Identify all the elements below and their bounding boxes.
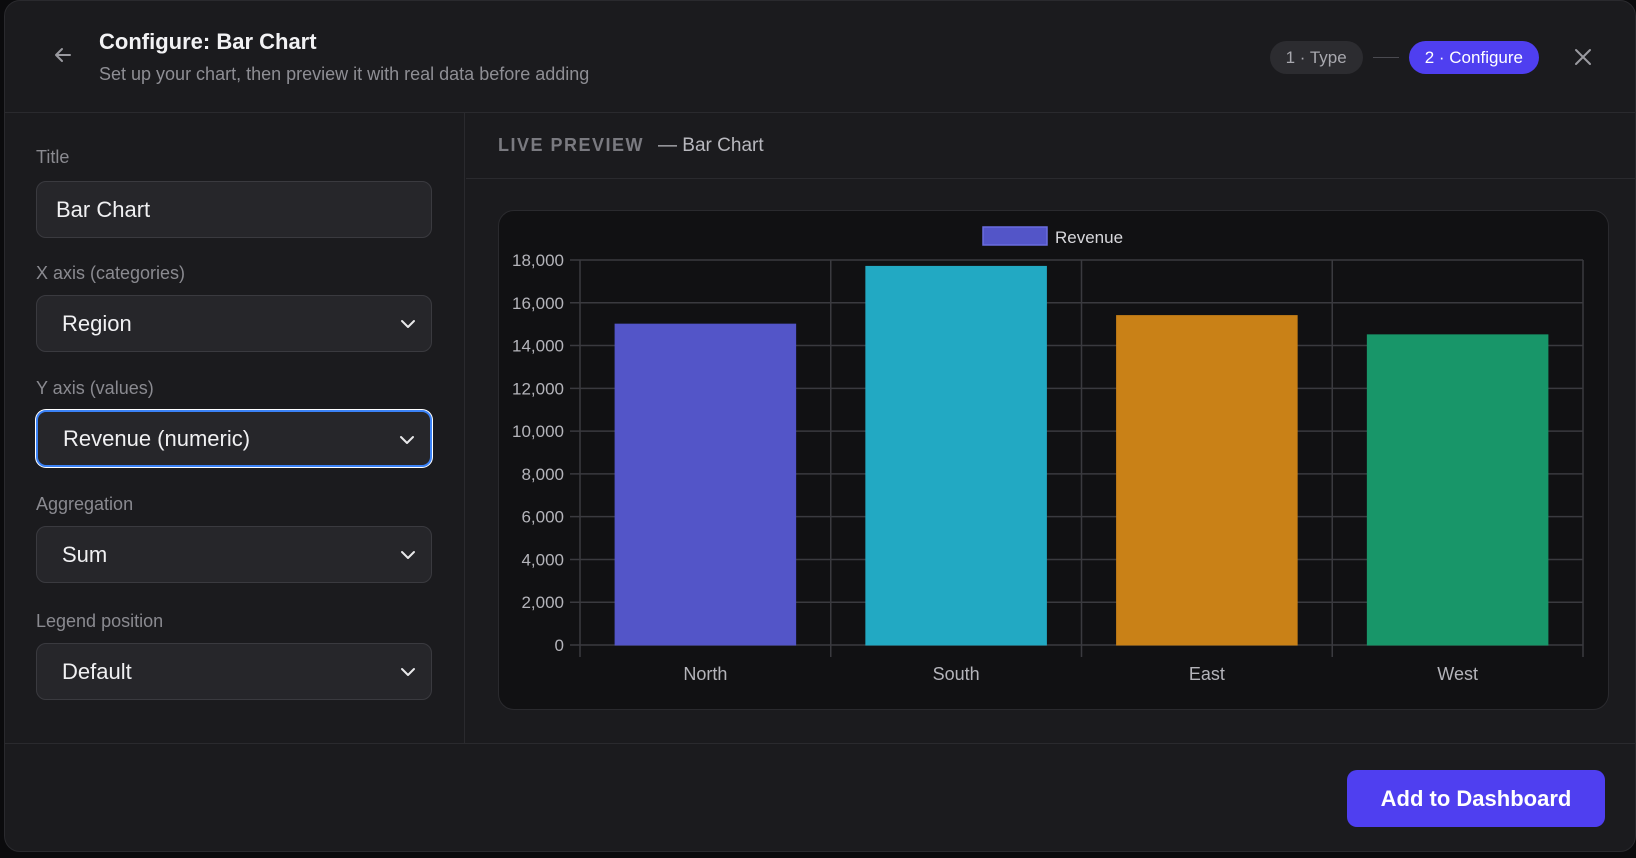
- close-icon: [1575, 49, 1591, 65]
- y-axis-value: Revenue (numeric): [63, 425, 251, 451]
- legend-position-value: Default: [62, 658, 132, 684]
- chevron-down-icon: [401, 668, 415, 676]
- step-type[interactable]: 1 · Type: [1269, 41, 1363, 74]
- step-connector: [1372, 57, 1399, 58]
- y-axis-select[interactable]: Revenue (numeric): [36, 410, 432, 467]
- title-label: Title: [36, 147, 70, 167]
- configure-chart-dialog: Configure: Bar Chart Set up your chart, …: [4, 0, 1636, 852]
- dialog-title: Configure: Bar Chart: [99, 29, 317, 54]
- legend-position-label: Legend position: [36, 611, 164, 631]
- chart-preview-card: 0 2,000 4,000 6,000 8,000 10,000 12,000 14,000 1…: [498, 210, 1609, 710]
- aggregation-value: Sum: [62, 541, 108, 567]
- legend-position-select[interactable]: Default: [36, 643, 432, 700]
- bar-south: [865, 265, 1047, 646]
- dialog-footer: Add to Dashboard: [5, 743, 1635, 851]
- y-tick-label: 8,000: [521, 465, 564, 484]
- x-tick-label: North: [683, 664, 727, 684]
- close-button[interactable]: [1567, 41, 1599, 73]
- bar-north: [614, 323, 797, 646]
- chevron-down-icon: [400, 436, 414, 444]
- y-tick-label: 18,000: [512, 251, 564, 270]
- x-axis-label: X axis (categories): [36, 263, 186, 283]
- arrow-left-icon: [55, 48, 71, 62]
- legend-swatch: [982, 226, 1048, 246]
- bar-east: [1116, 315, 1298, 646]
- dialog-subtitle: Set up your chart, then preview it with …: [99, 64, 590, 84]
- y-tick-label: 10,000: [512, 422, 564, 441]
- y-tick-label: 0: [555, 636, 564, 655]
- y-tick-label: 16,000: [512, 294, 564, 313]
- dialog-header: Configure: Bar Chart Set up your chart, …: [5, 1, 1635, 113]
- bar-west: [1366, 334, 1549, 646]
- add-to-dashboard-button[interactable]: Add to Dashboard: [1347, 770, 1605, 827]
- y-axis-label: Y axis (values): [36, 378, 154, 398]
- x-axis-value: Region: [62, 310, 132, 336]
- chevron-down-icon: [401, 320, 415, 328]
- y-tick-label: 2,000: [521, 593, 564, 612]
- title-input[interactable]: [36, 181, 432, 238]
- x-axis-select[interactable]: Region: [36, 295, 432, 352]
- preview-chart-name: — Bar Chart: [658, 134, 764, 156]
- bar-chart: 0 2,000 4,000 6,000 8,000 10,000 12,000 14,000 1…: [512, 226, 1584, 684]
- live-preview-label: LIVE PREVIEW: [498, 135, 645, 155]
- preview-header: LIVE PREVIEW — Bar Chart: [466, 113, 1635, 179]
- legend-label: Revenue: [1055, 228, 1123, 247]
- chevron-down-icon: [401, 551, 415, 559]
- aggregation-select[interactable]: Sum: [36, 526, 432, 583]
- step-indicator: 1 · Type 2 · Configure: [1269, 41, 1539, 74]
- x-tick-label: East: [1189, 664, 1225, 684]
- aggregation-label: Aggregation: [36, 494, 134, 514]
- y-tick-label: 4,000: [521, 550, 564, 569]
- y-tick-label: 6,000: [521, 508, 564, 527]
- config-panel: Title X axis (categories) Region Y axis …: [5, 113, 465, 743]
- x-tick-label: South: [933, 664, 980, 684]
- x-tick-label: West: [1437, 664, 1478, 684]
- y-tick-label: 14,000: [512, 337, 564, 356]
- step-configure[interactable]: 2 · Configure: [1408, 41, 1539, 74]
- back-button[interactable]: [47, 39, 79, 71]
- y-tick-label: 12,000: [512, 379, 564, 398]
